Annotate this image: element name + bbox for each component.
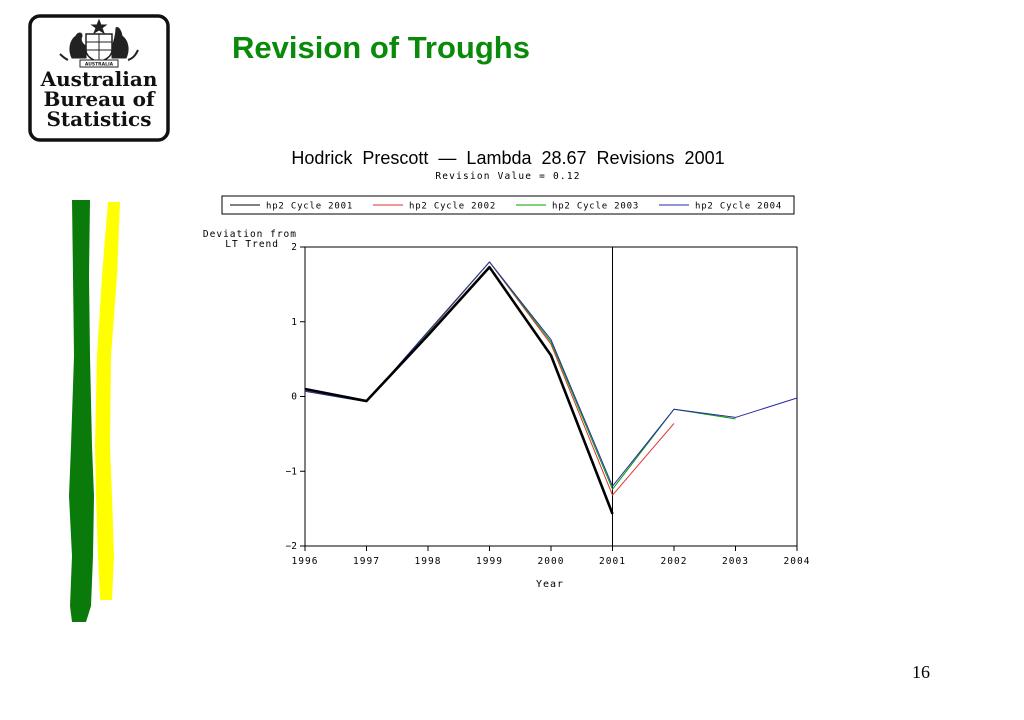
logo-line-3: Statistics <box>46 107 151 131</box>
logo-line-1: Australian <box>40 67 158 91</box>
hp-revision-chart: Hodrick Prescott — Lambda 28.67 Revision… <box>203 148 811 590</box>
y-axis-label-line-2: LT Trend <box>225 239 279 250</box>
chart-legend: hp2 Cycle 2001 hp2 Cycle 2002 hp2 Cycle 20… <box>221 195 795 215</box>
logo-line-2: Bureau of <box>43 87 156 111</box>
y-tick-label: 0 <box>291 392 297 403</box>
chart-title: Hodrick Prescott — Lambda 28.67 Revision… <box>291 148 724 168</box>
page-number: 16 <box>912 662 930 682</box>
y-tick-label: 1 <box>291 317 297 328</box>
y-axis-label-line-1: Deviation from <box>203 229 297 240</box>
y-tick-label: −1 <box>286 466 298 477</box>
y-tick-label: −2 <box>286 541 297 552</box>
plot-area <box>304 246 798 547</box>
x-tick-label: 1999 <box>476 556 503 567</box>
x-tick-label: 2004 <box>784 556 811 567</box>
logo-crest-text: AUSTRALIA <box>85 62 114 68</box>
x-axis-label: Year <box>536 579 564 590</box>
coat-of-arms-icon <box>59 18 139 68</box>
y-tick-label: 2 <box>291 242 297 253</box>
legend-label: hp2 Cycle 2003 <box>552 202 639 212</box>
x-tick-label: 2000 <box>538 556 565 567</box>
x-tick-label: 2003 <box>722 556 749 567</box>
x-tick-label: 1998 <box>415 556 442 567</box>
decorative-strips <box>69 200 120 622</box>
series-layer <box>304 261 798 515</box>
abs-logo: AUSTRALIA Australian Bureau of Statistic… <box>28 14 170 142</box>
legend-label: hp2 Cycle 2004 <box>695 202 782 212</box>
x-tick-label: 2002 <box>661 556 688 567</box>
green-strip <box>69 200 94 622</box>
yellow-strip <box>95 202 120 600</box>
x-tick-label: 1997 <box>353 556 380 567</box>
x-tick-label: 1996 <box>292 556 319 567</box>
legend-label: hp2 Cycle 2001 <box>266 202 353 212</box>
slide-title: Revision of Troughs <box>232 30 530 65</box>
series-line-1 <box>304 265 614 515</box>
legend-label: hp2 Cycle 2002 <box>409 202 496 212</box>
chart-axes: 2 1 0 −1 −2 1996 1997 1998 1999 2000 2001 2002 2003 2… <box>286 242 811 567</box>
chart-subtitle: Revision Value = 0.12 <box>435 171 580 182</box>
x-tick-label: 2001 <box>599 556 626 567</box>
